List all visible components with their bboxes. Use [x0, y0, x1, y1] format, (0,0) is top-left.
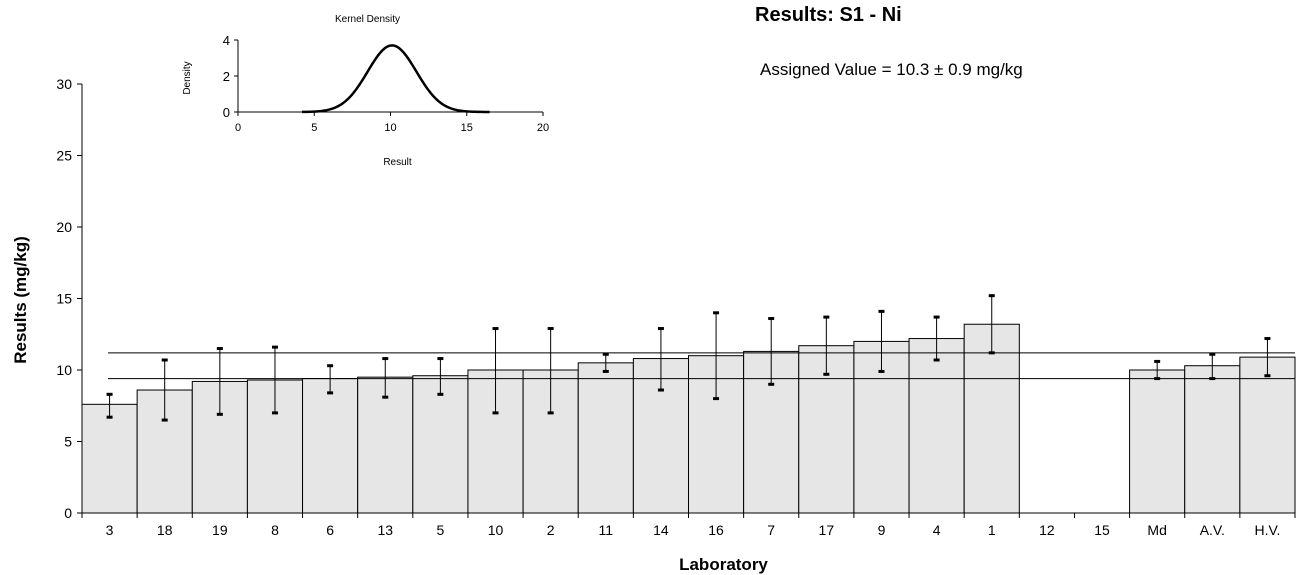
- x-tick-label: 19: [212, 522, 228, 538]
- x-axis-title: Laboratory: [679, 555, 768, 574]
- bar: [908, 338, 965, 514]
- x-tick-label: 2: [547, 522, 555, 538]
- x-tick-label: 17: [819, 522, 835, 538]
- inset-y-axis-title: Density: [182, 61, 193, 94]
- assigned-value-label: Assigned Value = 10.3 ± 0.9 mg/kg: [760, 60, 1023, 79]
- bar: [577, 362, 634, 514]
- bar: [81, 403, 138, 514]
- x-tick-label: 6: [326, 522, 334, 538]
- inset-y-tick-label: 2: [223, 69, 230, 84]
- x-tick-label: A.V.: [1200, 522, 1225, 538]
- x-tick-label: 16: [708, 522, 724, 538]
- y-tick-label: 30: [56, 76, 72, 92]
- x-tick-label: 4: [933, 522, 941, 538]
- inset-title: Kernel Density: [335, 14, 400, 25]
- y-tick-label: 15: [56, 291, 72, 307]
- x-tick-label: 10: [488, 522, 504, 538]
- x-tick-label: 1: [988, 522, 996, 538]
- x-tick-label: 14: [653, 522, 669, 538]
- chart-title: Results: S1 - Ni: [755, 4, 902, 26]
- density-curve: [302, 44, 490, 114]
- y-tick-label: 0: [64, 505, 72, 521]
- x-tick-label: 12: [1039, 522, 1055, 538]
- y-tick-label: 20: [56, 219, 72, 235]
- inset-x-tick-label: 15: [461, 122, 473, 134]
- bar: [963, 323, 1020, 514]
- x-tick-label: H.V.: [1254, 522, 1280, 538]
- y-axis-title: Results (mg/kg): [11, 236, 30, 364]
- y-tick-label: 10: [56, 362, 72, 378]
- bar: [1184, 365, 1241, 514]
- inset-y-tick-label: 0: [223, 105, 230, 120]
- y-tick-label: 25: [56, 148, 72, 164]
- x-tick-label: 15: [1094, 522, 1110, 538]
- inset-y-tick-label: 4: [223, 33, 230, 48]
- inset-x-axis-title: Result: [383, 157, 412, 168]
- x-tick-label: 9: [878, 522, 886, 538]
- x-tick-label: 13: [377, 522, 393, 538]
- x-tick-label: 3: [106, 522, 114, 538]
- bar: [1239, 356, 1296, 514]
- x-tick-label: 8: [271, 522, 279, 538]
- x-tick-label: 7: [767, 522, 775, 538]
- inset-x-tick-label: 0: [235, 122, 241, 134]
- bar: [412, 375, 469, 514]
- x-tick-label: 5: [436, 522, 444, 538]
- inset-x-tick-label: 5: [311, 122, 317, 134]
- bar: [302, 378, 359, 514]
- inset-x-tick-label: 10: [384, 122, 396, 134]
- x-tick-label: 18: [157, 522, 173, 538]
- y-tick-label: 5: [64, 434, 72, 450]
- bar: [1129, 369, 1186, 514]
- x-tick-label: Md: [1147, 522, 1166, 538]
- inset-x-tick-label: 20: [537, 122, 549, 134]
- x-tick-label: 11: [599, 522, 614, 538]
